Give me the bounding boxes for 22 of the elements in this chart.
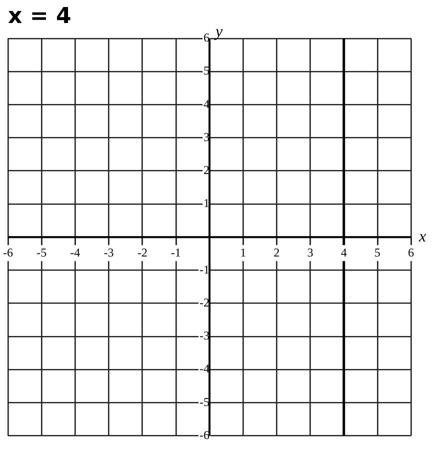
x-tick-label: -6 [3, 245, 13, 260]
x-tick-label: 3 [307, 245, 314, 260]
x-tick-label: 6 [408, 245, 414, 260]
y-tick-label: -2 [200, 295, 210, 310]
y-tick-label: -6 [200, 428, 210, 442]
x-tick-label: 4 [340, 245, 347, 260]
y-axis-title: y [214, 24, 224, 41]
x-tick-label: 2 [274, 245, 280, 260]
x-tick-label: -1 [170, 245, 181, 260]
x-tick-label: 5 [374, 245, 380, 260]
x-axis-title: x [418, 228, 426, 246]
y-tick-label: 2 [204, 163, 210, 178]
x-tick-label: -3 [104, 245, 114, 260]
x-tick-label: -5 [36, 245, 47, 260]
y-tick-label: -1 [200, 262, 210, 276]
y-tick-label: 1 [204, 196, 210, 210]
y-tick-label: 4 [204, 96, 210, 111]
x-tick-label: -4 [70, 245, 80, 260]
y-tick-label: -4 [200, 362, 210, 376]
chart-title: x = 4 [8, 4, 72, 29]
x-tick-label: 1 [240, 245, 246, 260]
x-tick-label: -2 [137, 245, 148, 260]
